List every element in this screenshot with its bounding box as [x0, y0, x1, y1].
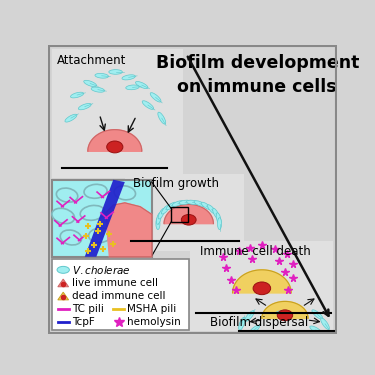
Ellipse shape [119, 230, 139, 244]
Text: Attachment: Attachment [57, 54, 126, 67]
Bar [190, 313, 333, 332]
Ellipse shape [166, 202, 176, 210]
Text: MSHA pili: MSHA pili [127, 304, 176, 314]
Ellipse shape [156, 213, 161, 224]
Ellipse shape [156, 218, 160, 229]
Polygon shape [262, 302, 308, 318]
Ellipse shape [182, 214, 196, 225]
Text: Biofilm growth: Biofilm growth [132, 177, 219, 190]
Ellipse shape [208, 205, 216, 214]
Ellipse shape [57, 266, 69, 273]
Ellipse shape [312, 310, 323, 319]
Ellipse shape [52, 208, 75, 224]
Bar [171, 207, 188, 222]
Ellipse shape [135, 81, 148, 88]
Text: Biofilm development
on immune cells: Biofilm development on immune cells [156, 54, 359, 96]
Ellipse shape [122, 75, 135, 80]
Ellipse shape [276, 310, 290, 315]
Ellipse shape [277, 310, 292, 321]
Ellipse shape [216, 213, 221, 224]
Ellipse shape [80, 206, 105, 220]
Ellipse shape [84, 184, 107, 198]
Ellipse shape [114, 186, 135, 200]
Ellipse shape [126, 85, 139, 90]
Ellipse shape [238, 317, 245, 330]
Ellipse shape [179, 200, 191, 204]
Polygon shape [164, 204, 213, 224]
Text: hemolysin: hemolysin [127, 317, 181, 327]
Text: Immune cell death: Immune cell death [200, 245, 311, 258]
Ellipse shape [217, 218, 222, 229]
Polygon shape [58, 292, 69, 300]
Ellipse shape [109, 70, 122, 74]
Text: live immune cell: live immune cell [72, 278, 158, 288]
Polygon shape [106, 203, 152, 257]
Ellipse shape [253, 282, 271, 295]
Ellipse shape [91, 87, 105, 92]
Ellipse shape [172, 201, 183, 206]
Ellipse shape [162, 205, 170, 214]
Polygon shape [85, 180, 125, 257]
Ellipse shape [84, 80, 97, 87]
Ellipse shape [56, 188, 78, 202]
Text: dead immune cell: dead immune cell [72, 291, 165, 301]
Ellipse shape [213, 209, 219, 219]
Bar [190, 242, 333, 318]
Ellipse shape [111, 207, 134, 222]
Polygon shape [88, 130, 142, 151]
Ellipse shape [88, 228, 112, 243]
Ellipse shape [70, 92, 84, 98]
Ellipse shape [150, 93, 161, 102]
Polygon shape [58, 279, 69, 287]
Text: TcpF: TcpF [72, 317, 94, 327]
Ellipse shape [201, 202, 211, 210]
Ellipse shape [310, 326, 322, 334]
Ellipse shape [142, 101, 154, 109]
Ellipse shape [245, 310, 254, 321]
Ellipse shape [107, 141, 123, 153]
Ellipse shape [249, 325, 259, 334]
Ellipse shape [78, 104, 91, 110]
Bar [52, 180, 152, 257]
Ellipse shape [186, 200, 198, 204]
Ellipse shape [321, 318, 329, 330]
Ellipse shape [60, 230, 82, 245]
Ellipse shape [194, 201, 205, 206]
Ellipse shape [158, 209, 165, 219]
Polygon shape [232, 270, 291, 293]
Ellipse shape [95, 74, 108, 78]
Text: Biofilm dispersal: Biofilm dispersal [210, 316, 308, 329]
Bar [52, 49, 183, 178]
Text: $\it{V. cholerae}$: $\it{V. cholerae}$ [72, 264, 130, 276]
Ellipse shape [158, 112, 166, 124]
Text: TC pili: TC pili [72, 304, 104, 314]
Bar [125, 174, 244, 251]
Ellipse shape [65, 114, 77, 122]
Bar [52, 259, 189, 330]
